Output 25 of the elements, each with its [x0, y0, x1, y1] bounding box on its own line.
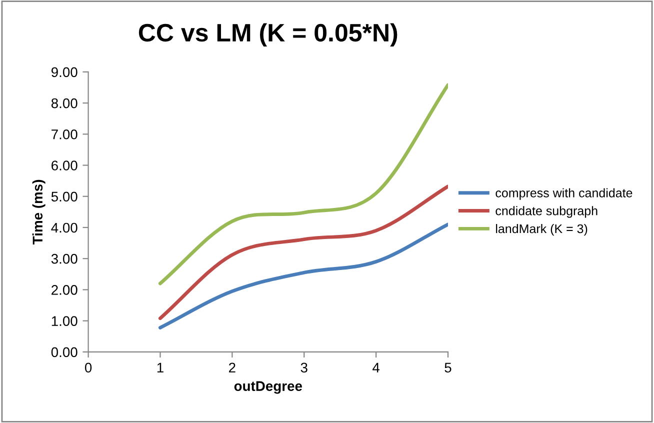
y-tick-label: 2.00	[52, 285, 78, 295]
x-axis-title: outDegree	[234, 381, 302, 394]
x-tick-label: 3	[300, 362, 308, 373]
x-tick-label: 0	[84, 362, 92, 373]
x-tick-label: 1	[157, 362, 164, 372]
x-tick-label: 2	[229, 362, 236, 372]
line-series	[158, 83, 448, 286]
y-tick-label: 9.00	[51, 67, 78, 78]
y-tick-label: 3.00	[51, 254, 78, 264]
y-tick-label: 0.00	[51, 347, 78, 358]
y-axis-title: Time (ms)	[32, 180, 46, 244]
y-tick-label: 8.00	[51, 98, 78, 108]
line-series	[158, 222, 448, 330]
x-tick-label: 4	[372, 362, 380, 372]
y-tick-label: 7.00	[52, 129, 78, 140]
y-tick-label: 6.00	[52, 160, 78, 170]
legend-label: landMark (K = 3)	[496, 224, 588, 236]
y-tick-label: 1.00	[52, 316, 78, 326]
line-series	[158, 184, 448, 320]
y-tick-label: 5.00	[51, 192, 78, 202]
legend-label: compress with candidate	[496, 188, 632, 200]
x-tick-label: 5	[444, 362, 452, 373]
legend-label: cndidate subgraph	[496, 206, 598, 218]
chart-title: CC vs LM (K = 0.05*N)	[138, 23, 398, 47]
y-tick-label: 4.00	[51, 222, 78, 233]
